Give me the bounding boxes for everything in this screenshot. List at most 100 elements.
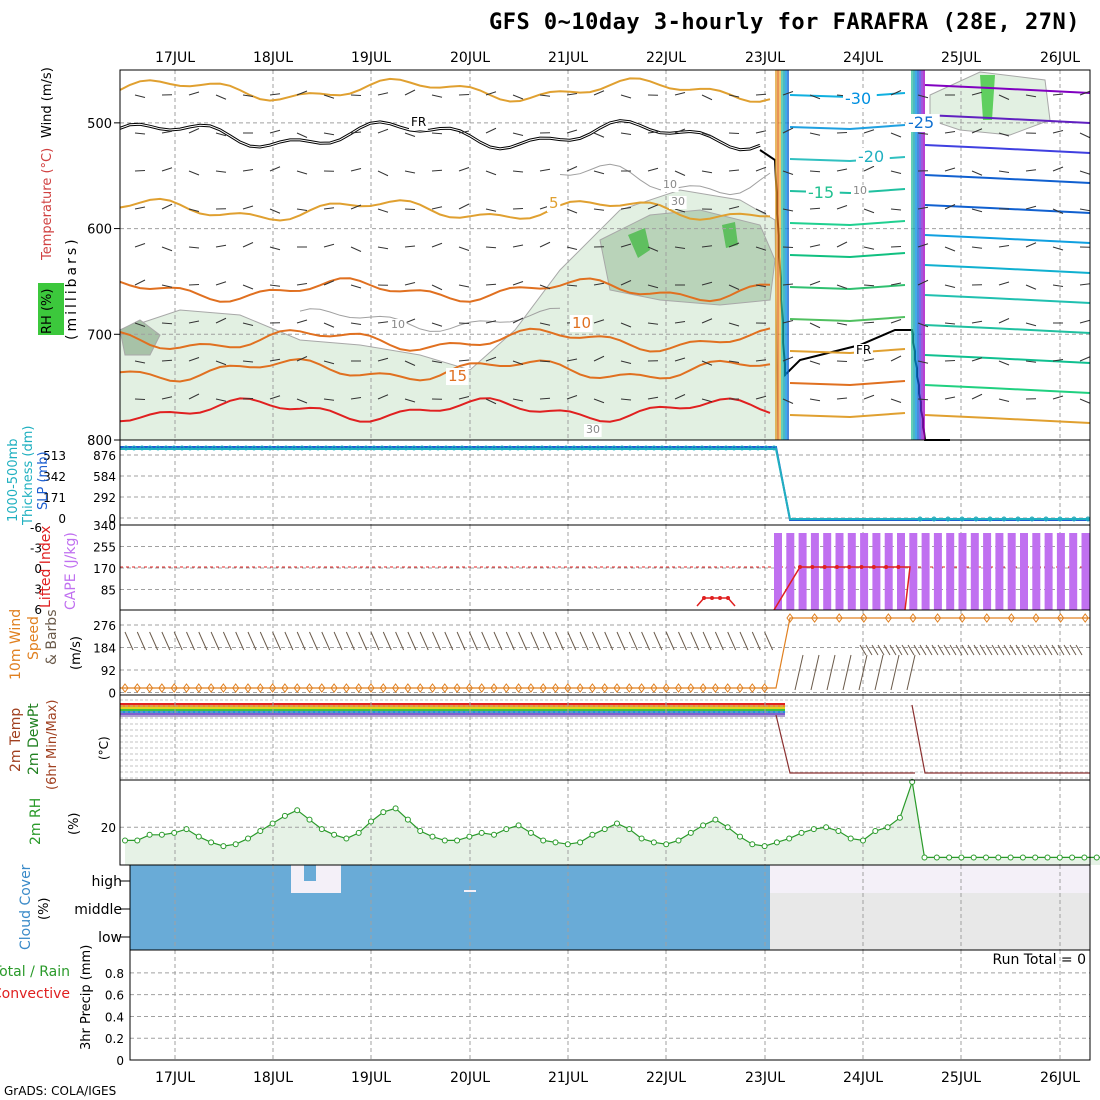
wind-barb — [755, 395, 767, 400]
wind-speed-marker — [736, 683, 744, 693]
y-tick-label-right: 0 — [108, 512, 116, 526]
wind-barb-10m — [247, 631, 257, 651]
rh-point — [983, 854, 989, 861]
wind-barb — [1025, 205, 1037, 210]
y-axis-label-right: CAPE (J/kg) — [63, 532, 79, 610]
wind-barb — [323, 94, 335, 99]
y-tick-label-left: -6 — [30, 521, 42, 535]
y-tick-label: 184 — [93, 642, 116, 656]
slp-line — [120, 446, 1090, 521]
wind-speed-marker — [748, 683, 756, 693]
wind-barb — [728, 94, 740, 98]
rh-point — [601, 826, 608, 833]
wind-barb — [593, 132, 605, 138]
y-tick-label-right: 292 — [93, 491, 116, 505]
wind-barb — [998, 281, 1010, 286]
thickness-marker — [203, 445, 209, 451]
wind-barb-10m — [395, 631, 405, 651]
wind-barb-10m — [604, 631, 614, 651]
li-marker — [702, 596, 706, 600]
rh-point — [195, 833, 202, 840]
wind-barb — [809, 244, 821, 248]
thickness-marker — [387, 445, 393, 451]
cold-contour — [789, 380, 906, 387]
rh-point — [614, 820, 620, 827]
thickness-line — [120, 448, 1090, 520]
wind-barb — [404, 208, 416, 210]
cape-bar — [933, 533, 942, 610]
wind-barb-10m — [871, 644, 879, 656]
thickness-marker — [515, 445, 521, 451]
wind-barb-10m — [901, 644, 909, 656]
wind-speed-marker — [330, 683, 338, 693]
wind-speed-marker — [478, 683, 486, 693]
cold-contour — [789, 412, 906, 419]
li-marker — [718, 596, 722, 600]
wind-barb — [944, 246, 956, 252]
wind-barb — [1025, 322, 1037, 327]
wind-barb — [350, 322, 362, 325]
temperature-contour — [119, 277, 771, 303]
wind-barb-10m — [859, 644, 867, 656]
wind-barb — [512, 170, 524, 173]
rh-point — [786, 835, 793, 842]
wind-speed-marker — [281, 683, 289, 693]
wind-barb — [134, 243, 146, 248]
rh-point — [1093, 854, 1100, 861]
wind-barb-10m — [906, 654, 916, 691]
wind-barb — [863, 394, 875, 400]
wind-barb — [242, 284, 254, 290]
wind-barb-10m — [321, 631, 331, 651]
wind-barb — [458, 396, 470, 400]
cold-contour — [924, 174, 1091, 184]
wind-barb — [512, 360, 524, 365]
freezing-line — [119, 119, 761, 152]
wind-barb-10m — [370, 631, 380, 651]
rh-peak — [628, 228, 650, 258]
date-label-bottom: 24JUL — [843, 1070, 883, 1086]
wind-barb — [134, 94, 146, 98]
wind-speed-marker — [182, 683, 191, 693]
chart-title: GFS 0~10day 3-hourly for FARAFRA (28E, 2… — [488, 10, 1080, 35]
wind-barb — [134, 360, 146, 364]
li-marker — [847, 565, 852, 569]
wind-barb — [998, 170, 1010, 173]
wind-barb — [242, 322, 254, 326]
wind-barb — [998, 132, 1010, 137]
wind-barb-10m — [222, 631, 232, 651]
wind-barb — [998, 94, 1010, 100]
wind-barb-10m — [653, 631, 663, 651]
cape-bar — [872, 533, 881, 610]
rh-label: 10 — [853, 184, 867, 197]
wind-barb — [1079, 90, 1091, 96]
wind-barb-10m — [345, 631, 355, 651]
y-axis-label: Wind (m/s) — [40, 67, 55, 138]
li-marker — [884, 565, 889, 569]
wind-barb — [620, 360, 632, 364]
wind-barb — [836, 241, 848, 248]
li-marker — [822, 565, 827, 569]
wind-barb — [134, 398, 146, 400]
wind-barb — [296, 319, 308, 324]
wind-barb-10m — [810, 654, 820, 691]
wind-barb-10m — [493, 631, 503, 651]
thickness-marker — [331, 445, 337, 451]
li-marker — [896, 565, 901, 569]
rh-point — [650, 839, 657, 846]
wind-barb — [647, 322, 659, 325]
wind-barb — [809, 398, 821, 402]
wind-barb — [701, 132, 713, 137]
rh-point — [687, 829, 694, 836]
wind-barb-10m — [1063, 644, 1071, 656]
wind-barb — [674, 394, 686, 400]
li-marker — [834, 565, 839, 569]
wind-barb — [161, 203, 173, 210]
rh-point — [171, 829, 178, 836]
wind-barb — [890, 246, 902, 248]
wind-barb — [890, 132, 902, 138]
wind-barb — [782, 170, 794, 175]
wind-barb — [917, 279, 929, 286]
wind-barb — [1052, 284, 1064, 287]
wind-barb — [188, 246, 200, 249]
wind-barb — [809, 322, 821, 329]
